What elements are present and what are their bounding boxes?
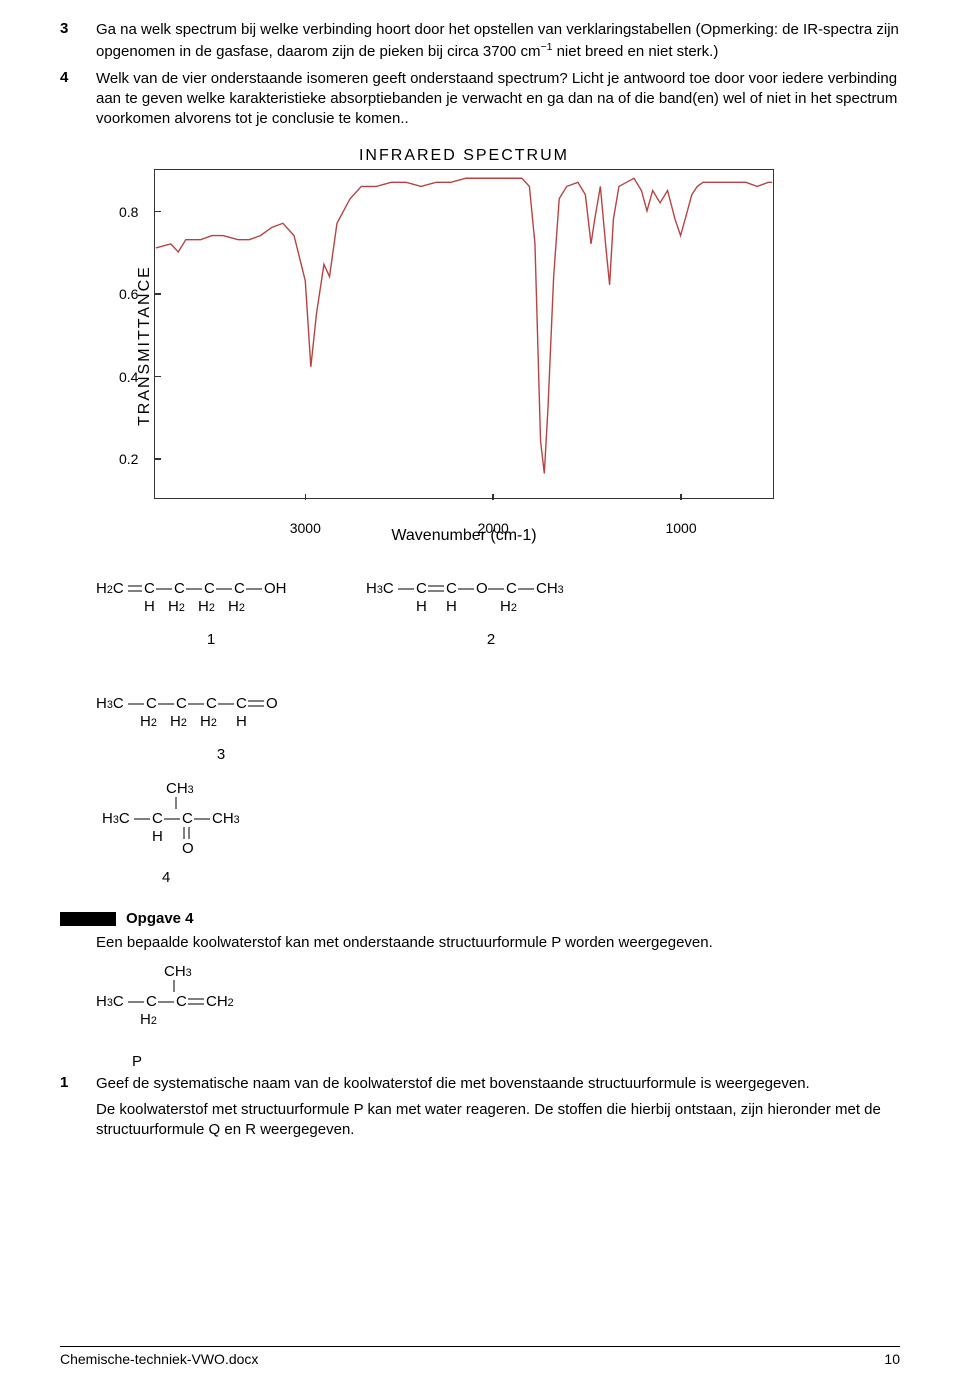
svg-text:H2: H2 [140,1011,157,1028]
svg-text:C: C [236,695,247,712]
q3-text: Ga na welk spectrum bij welke verbinding… [96,20,900,63]
svg-text:O: O [182,840,194,857]
svg-text:H: H [144,598,155,615]
footer-right: 10 [884,1351,900,1367]
ir-ytick: 0.8 [119,204,138,220]
opg4-q1-number: 1 [60,1074,96,1141]
svg-text:C: C [146,993,157,1010]
opg4-q1-text-b: De koolwaterstof met structuurformule P … [96,1100,900,1141]
svg-text:C: C [176,993,187,1010]
svg-text:CH3: CH3 [212,810,240,827]
svg-text:C: C [144,580,155,597]
ir-xtick: 3000 [290,520,321,536]
svg-text:H2: H2 [198,598,215,615]
molecule-1: H2C CH CH2 CH2 CH2 OH 1 [96,573,326,648]
svg-text:CH3: CH3 [536,580,564,597]
svg-text:H: H [236,713,247,730]
svg-text:OH: OH [264,580,287,597]
molecule-1-label: 1 [207,631,215,648]
svg-text:H2: H2 [500,598,517,615]
svg-text:H2: H2 [170,713,187,730]
svg-text:C: C [152,810,163,827]
svg-text:CH2: CH2 [206,993,234,1010]
footer-left: Chemische-techniek-VWO.docx [60,1351,258,1367]
svg-text:C: C [446,580,457,597]
svg-text:H: H [416,598,427,615]
molecule-4: CH3 H3C CH C O CH3 4 [96,779,292,886]
q3-text-b: niet breed en niet sterk.) [552,43,718,60]
molecule-3-label: 3 [217,746,225,763]
opgave4-intro: Een bepaalde koolwaterstof kan met onder… [60,933,900,953]
svg-text:H: H [446,598,457,615]
svg-text:CH3: CH3 [166,780,194,797]
molecule-4-label: 4 [102,869,170,886]
molecule-p: CH3 H3C CH2 C CH2 P [60,962,900,1070]
svg-text:H3C: H3C [102,810,130,827]
svg-text:H3C: H3C [96,993,124,1010]
svg-text:C: C [174,580,185,597]
svg-text:H2: H2 [228,598,245,615]
svg-text:C: C [176,695,187,712]
ir-ytick: 0.6 [119,286,138,302]
svg-text:C: C [416,580,427,597]
svg-text:H: H [152,828,163,845]
ir-trace [156,178,772,473]
ir-spectrum: TRANSMITTANCE INFRARED SPECTRUM 0.20.40.… [130,147,900,545]
q4-text: Welk van de vier onderstaande isomeren g… [96,69,900,130]
svg-text:H3C: H3C [96,695,124,712]
opgave4-title: Opgave 4 [126,910,194,927]
opgave-bar [60,912,116,926]
svg-text:C: C [146,695,157,712]
svg-text:C: C [234,580,245,597]
svg-text:O: O [476,580,488,597]
svg-text:CH3: CH3 [164,963,192,980]
ir-ytick: 0.4 [119,369,138,385]
page-footer: Chemische-techniek-VWO.docx 10 [60,1346,900,1367]
q3-exp: −1 [540,41,552,53]
molecule-p-label: P [96,1053,900,1070]
q3-text-a: Ga na welk spectrum bij welke verbinding… [96,21,899,60]
svg-text:H2: H2 [200,713,217,730]
svg-text:H3C: H3C [366,580,394,597]
ir-xtick: 2000 [478,520,509,536]
opg4-q1-text-a: Geef de systematische naam van de koolwa… [96,1074,900,1094]
svg-text:H2: H2 [168,598,185,615]
svg-text:O: O [266,695,278,712]
svg-text:C: C [204,580,215,597]
svg-text:C: C [182,810,193,827]
svg-text:H2: H2 [140,713,157,730]
molecule-2: H3C CH CH O CH2 CH3 2 [366,573,616,648]
molecule-3: H3C CH2 CH2 CH2 CH O 3 [96,688,346,763]
ir-xtick: 1000 [665,520,696,536]
ir-title: INFRARED SPECTRUM [154,147,774,165]
q4-number: 4 [60,69,96,130]
ir-plot-area: 0.20.40.60.8 100020003000 [154,169,774,499]
svg-text:C: C [206,695,217,712]
ir-ytick: 0.2 [119,451,138,467]
q3-number: 3 [60,20,96,63]
svg-text:H2C: H2C [96,580,124,597]
svg-text:C: C [506,580,517,597]
molecule-2-label: 2 [487,631,495,648]
